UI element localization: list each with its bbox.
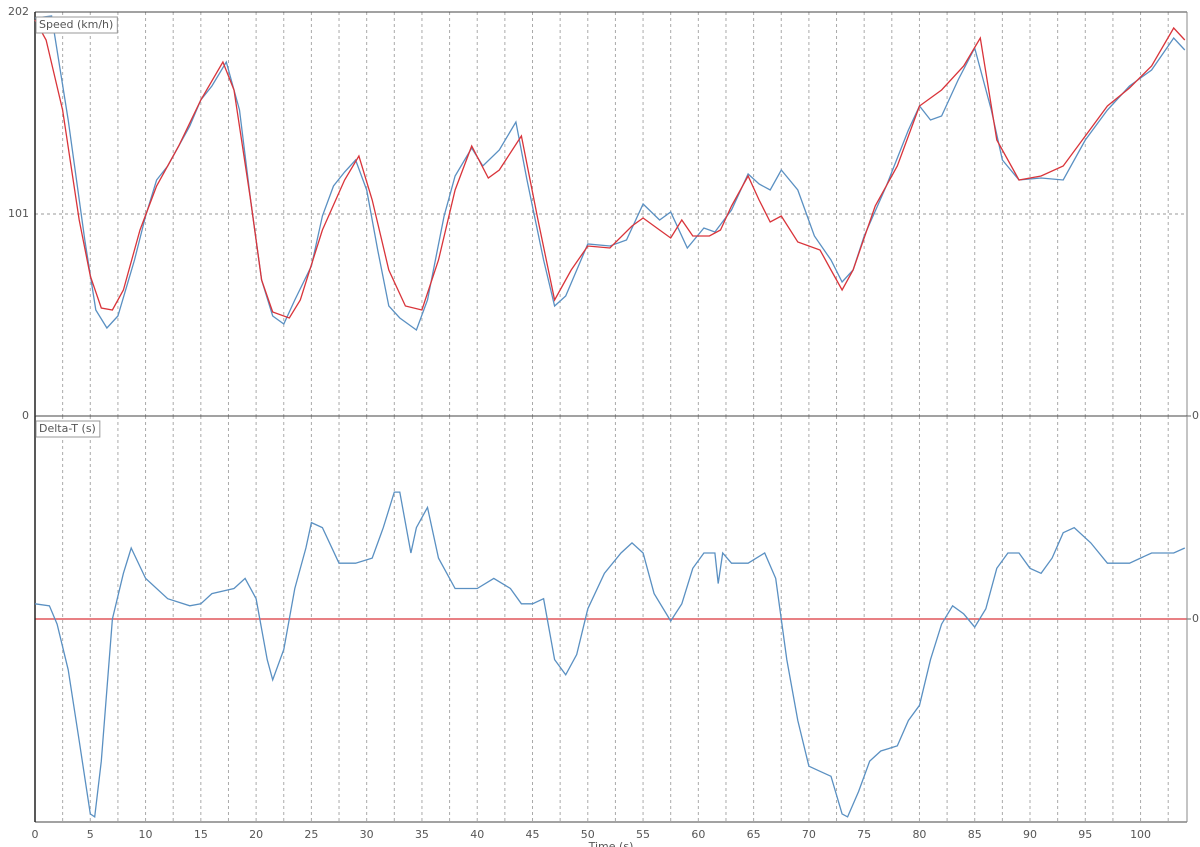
speed-trace <box>34 15 1186 332</box>
x-tick-label: 10 <box>139 828 153 841</box>
x-tick-label: 70 <box>802 828 816 841</box>
y-tick-label: 0 <box>1192 612 1199 625</box>
y-tick-label: 202 <box>8 5 29 18</box>
x-tick-label: 95 <box>1078 828 1092 841</box>
x-tick-label: 55 <box>636 828 650 841</box>
x-tick-label: 5 <box>87 828 94 841</box>
x-tick-label: 65 <box>747 828 761 841</box>
y-tick-label: 0 <box>22 409 29 422</box>
x-tick-label: 20 <box>249 828 263 841</box>
x-tick-label: 0 <box>32 828 39 841</box>
x-tick-label: 80 <box>912 828 926 841</box>
x-axis-label: Time (s) <box>588 840 634 847</box>
speed-trace <box>34 19 1186 319</box>
x-tick-label: 15 <box>194 828 208 841</box>
speed-trace <box>34 491 1186 819</box>
y-tick-label: 101 <box>8 207 29 220</box>
x-tick-label: 30 <box>360 828 374 841</box>
panel-label-box <box>35 420 101 438</box>
x-tick-label: 45 <box>526 828 540 841</box>
x-tick-label: 40 <box>470 828 484 841</box>
y-tick-label: 0 <box>1192 409 1199 422</box>
x-tick-label: 35 <box>415 828 429 841</box>
x-tick-label: 85 <box>968 828 982 841</box>
x-tick-label: 100 <box>1130 828 1151 841</box>
panel-label-box <box>35 16 118 34</box>
x-tick-label: 50 <box>581 828 595 841</box>
x-tick-label: 75 <box>857 828 871 841</box>
panel-label: Delta-T (s) <box>39 422 96 435</box>
x-tick-label: 90 <box>1023 828 1037 841</box>
panel-label: Speed (km/h) <box>39 18 113 31</box>
x-tick-label: 60 <box>691 828 705 841</box>
x-tick-label: 25 <box>304 828 318 841</box>
